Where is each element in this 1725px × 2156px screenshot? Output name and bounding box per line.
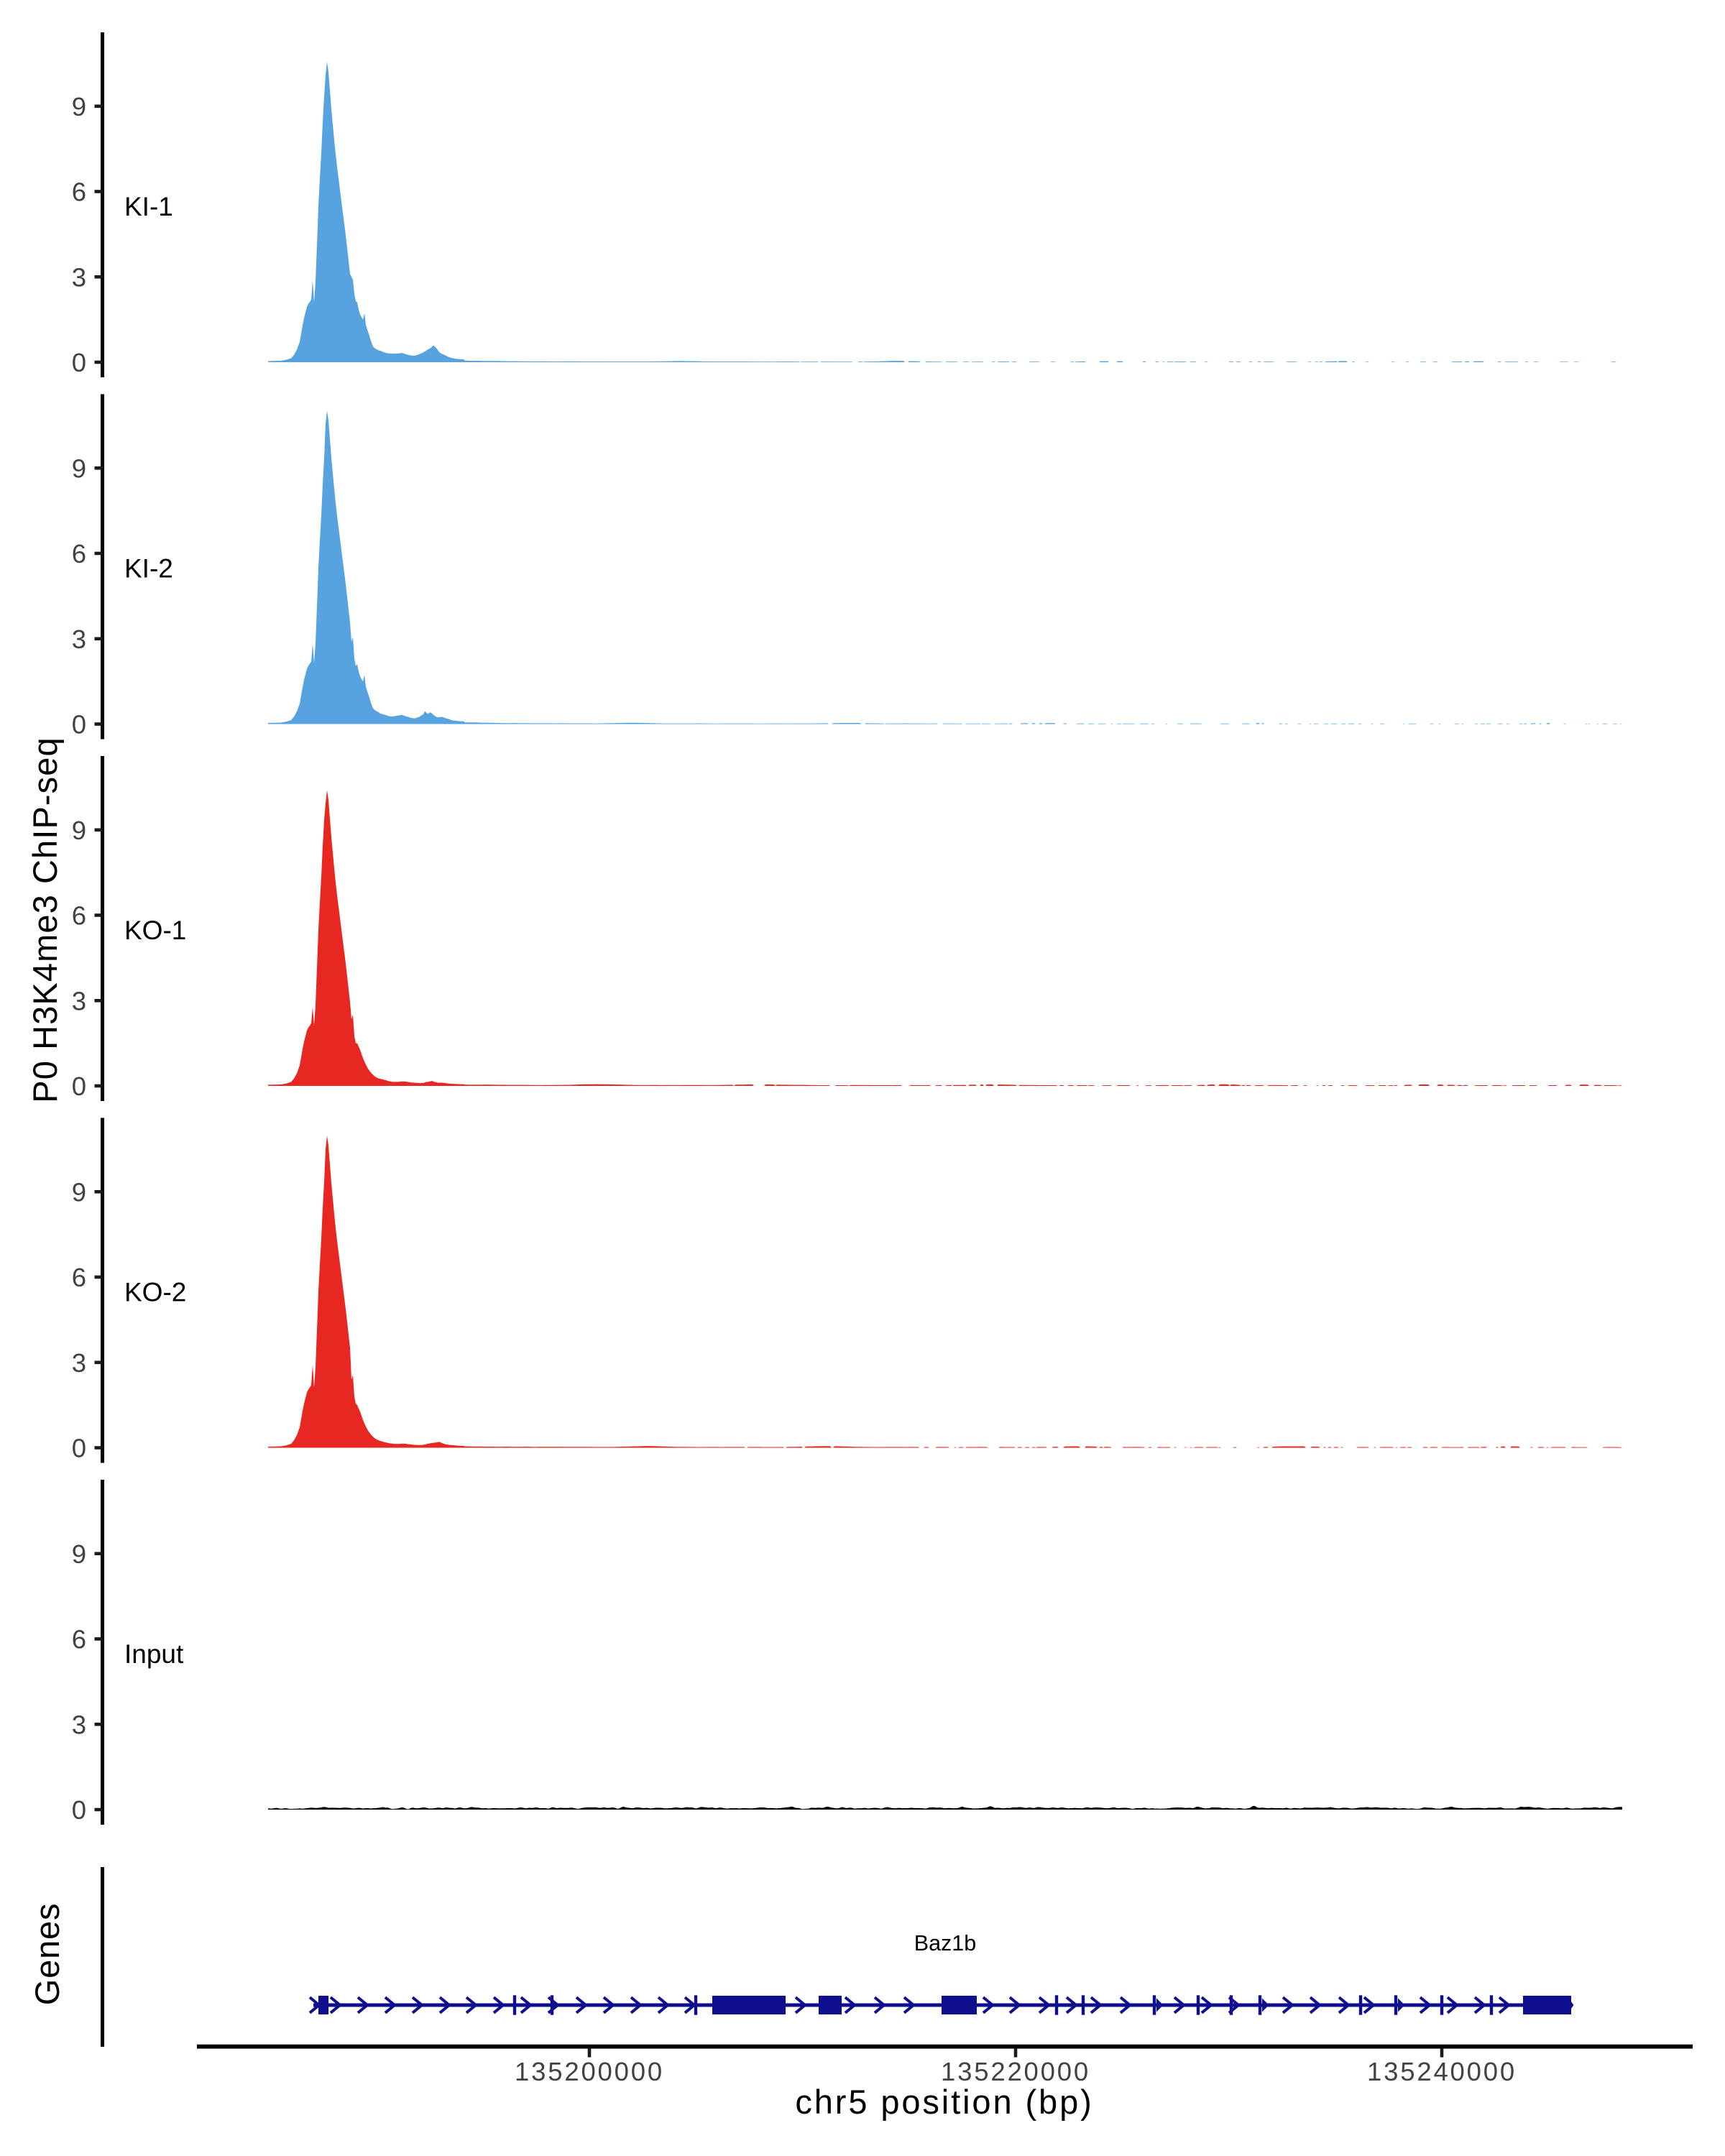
svg-text:6: 6 [72, 1625, 86, 1654]
svg-text:3: 3 [72, 1348, 86, 1378]
svg-text:3: 3 [72, 986, 86, 1015]
svg-text:0: 0 [72, 1434, 86, 1463]
svg-text:6: 6 [72, 178, 86, 207]
svg-text:6: 6 [72, 539, 86, 568]
svg-text:3: 3 [72, 1710, 86, 1739]
svg-text:3: 3 [72, 262, 86, 292]
svg-text:135240000: 135240000 [1367, 2057, 1517, 2086]
svg-text:0: 0 [72, 1072, 86, 1101]
svg-text:Input: Input [124, 1639, 184, 1669]
svg-text:3: 3 [72, 625, 86, 654]
svg-text:135220000: 135220000 [941, 2057, 1090, 2086]
svg-text:KO-2: KO-2 [124, 1278, 186, 1307]
svg-text:KI-1: KI-1 [124, 192, 173, 221]
svg-text:9: 9 [72, 453, 86, 483]
svg-text:9: 9 [72, 1177, 86, 1207]
svg-text:6: 6 [72, 901, 86, 931]
svg-text:0: 0 [72, 348, 86, 377]
svg-text:P0 H3K4me3 ChIP-seq: P0 H3K4me3 ChIP-seq [26, 737, 64, 1102]
svg-text:6: 6 [72, 1263, 86, 1292]
svg-text:KO-1: KO-1 [124, 916, 186, 945]
svg-text:Genes: Genes [28, 1903, 66, 2005]
svg-text:Baz1b: Baz1b [914, 1931, 976, 1955]
svg-text:9: 9 [72, 816, 86, 845]
svg-text:135200000: 135200000 [515, 2057, 664, 2086]
svg-text:0: 0 [72, 1795, 86, 1825]
svg-text:chr5 position (bp): chr5 position (bp) [795, 2083, 1093, 2121]
svg-text:9: 9 [72, 92, 86, 121]
svg-text:0: 0 [72, 710, 86, 740]
svg-text:KI-2: KI-2 [124, 554, 173, 584]
svg-text:9: 9 [72, 1539, 86, 1569]
